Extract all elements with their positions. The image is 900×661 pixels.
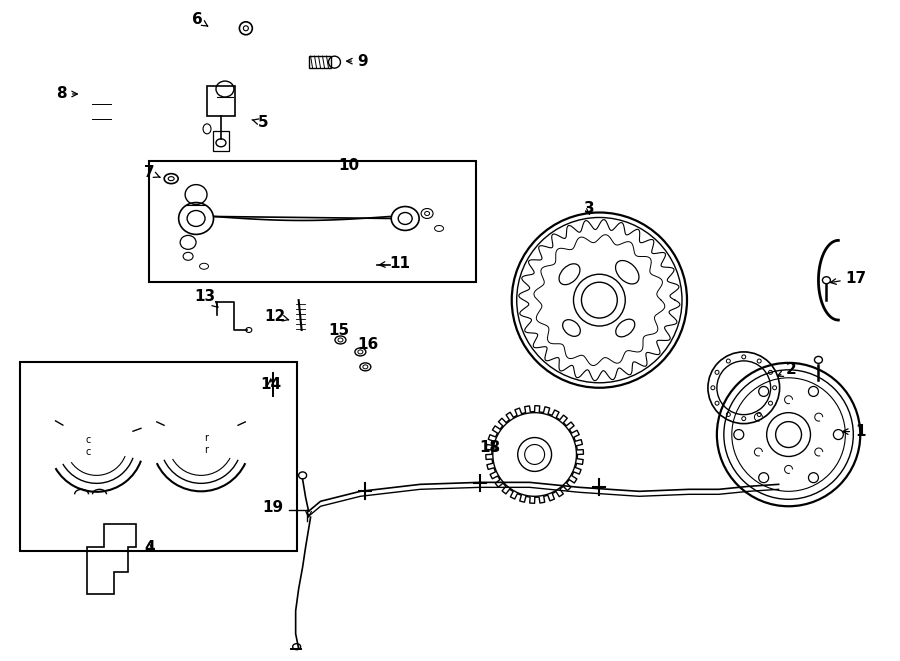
Text: 6: 6 (192, 12, 208, 27)
Text: 13: 13 (194, 289, 218, 307)
Text: r: r (204, 446, 208, 455)
Text: 5: 5 (252, 116, 268, 130)
Text: 9: 9 (346, 54, 368, 69)
Text: c: c (86, 434, 91, 445)
Text: 18: 18 (480, 440, 500, 455)
Bar (207, 86, 235, 116)
Text: 7: 7 (144, 165, 160, 180)
Text: 14: 14 (260, 377, 282, 392)
Text: 17: 17 (831, 271, 867, 286)
Text: 10: 10 (338, 158, 359, 173)
Bar (213, 131, 229, 151)
Text: 16: 16 (357, 337, 379, 352)
Text: r: r (204, 432, 208, 443)
Bar (309, 56, 330, 68)
Text: 15: 15 (328, 323, 349, 338)
Text: 12: 12 (264, 309, 289, 324)
Text: 8: 8 (57, 87, 77, 102)
Bar (149, 161, 476, 282)
Text: 1: 1 (842, 424, 866, 439)
Text: 2: 2 (778, 362, 796, 377)
Text: 19: 19 (262, 500, 284, 515)
Text: 4: 4 (144, 539, 155, 555)
Text: 3: 3 (584, 201, 595, 216)
Text: 11: 11 (380, 256, 410, 271)
Bar (20, 362, 297, 551)
Text: c: c (86, 447, 91, 457)
